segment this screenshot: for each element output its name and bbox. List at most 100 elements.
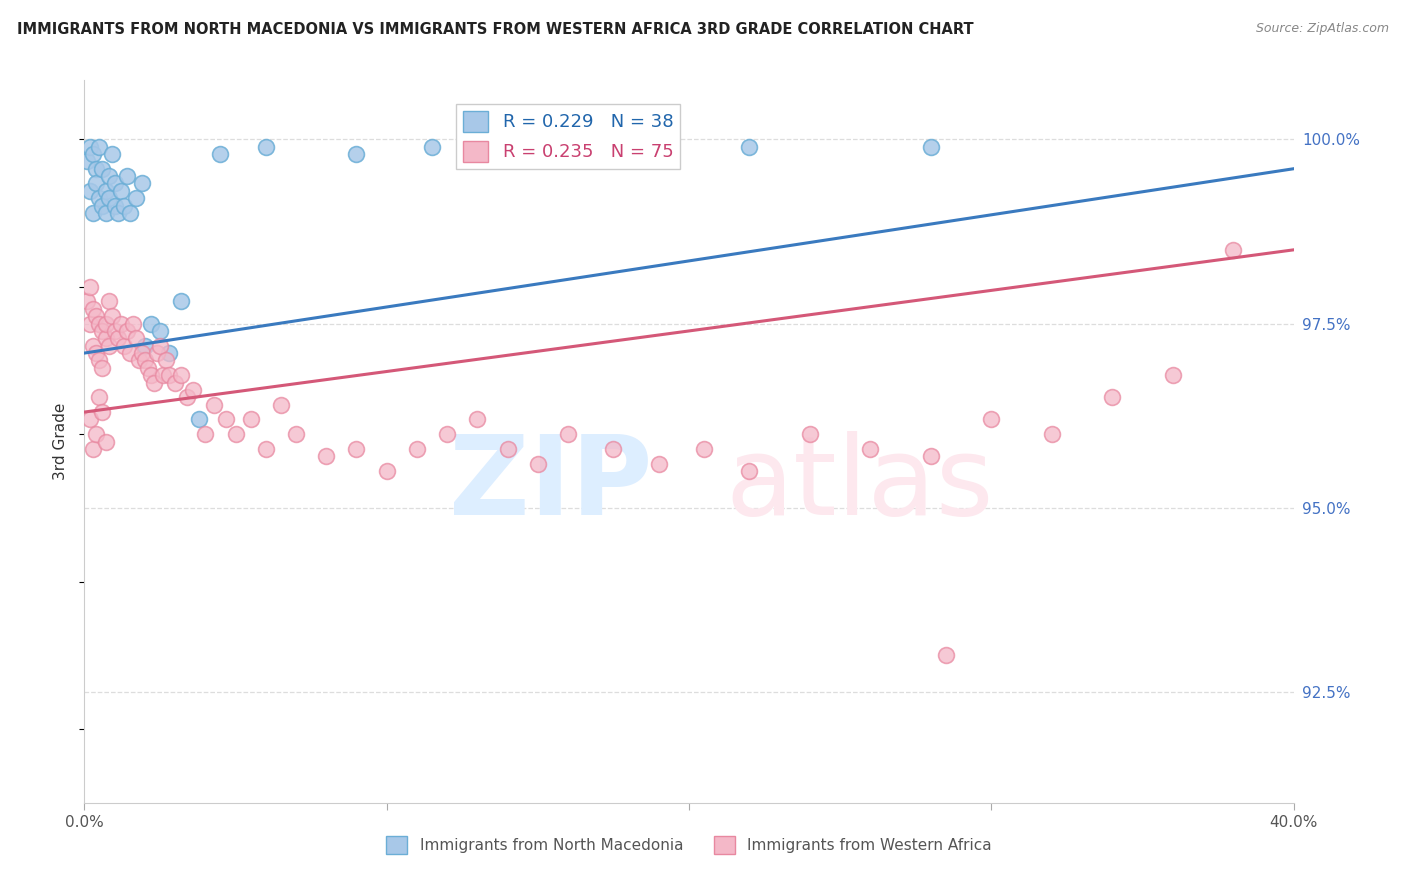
Point — [91, 360, 114, 375]
Point — [128, 353, 150, 368]
Point — [270, 398, 292, 412]
Point — [799, 427, 821, 442]
Point — [107, 206, 129, 220]
Point — [152, 368, 174, 383]
Point — [112, 339, 135, 353]
Point — [94, 317, 117, 331]
Point — [79, 139, 101, 153]
Point — [82, 147, 104, 161]
Point — [648, 457, 671, 471]
Point — [125, 191, 148, 205]
Point — [118, 346, 141, 360]
Point — [125, 331, 148, 345]
Point — [97, 169, 120, 183]
Point — [118, 206, 141, 220]
Point — [121, 317, 143, 331]
Point — [86, 177, 108, 191]
Point — [181, 383, 204, 397]
Point — [467, 412, 489, 426]
Point — [420, 139, 443, 153]
Point — [738, 139, 761, 153]
Point — [89, 317, 111, 331]
Point — [100, 147, 122, 161]
Point — [94, 206, 117, 220]
Legend: Immigrants from North Macedonia, Immigrants from Western Africa: Immigrants from North Macedonia, Immigra… — [380, 830, 998, 860]
Text: Source: ZipAtlas.com: Source: ZipAtlas.com — [1256, 22, 1389, 36]
Point — [91, 324, 114, 338]
Point — [76, 154, 98, 169]
Point — [131, 346, 153, 360]
Point — [239, 412, 262, 426]
Point — [97, 191, 120, 205]
Point — [86, 427, 108, 442]
Point — [527, 457, 550, 471]
Point — [79, 412, 101, 426]
Point — [315, 450, 337, 464]
Point — [346, 442, 368, 456]
Point — [406, 442, 429, 456]
Point — [97, 294, 120, 309]
Point — [693, 442, 716, 456]
Point — [104, 177, 127, 191]
Point — [82, 301, 104, 316]
Point — [94, 434, 117, 449]
Point — [1040, 427, 1063, 442]
Point — [157, 368, 180, 383]
Point — [149, 324, 172, 338]
Point — [188, 412, 211, 426]
Point — [170, 368, 193, 383]
Point — [142, 376, 165, 390]
Point — [602, 442, 624, 456]
Point — [738, 464, 761, 478]
Point — [110, 317, 132, 331]
Point — [1222, 243, 1244, 257]
Point — [165, 376, 187, 390]
Point — [104, 199, 127, 213]
Point — [79, 184, 101, 198]
Y-axis label: 3rd Grade: 3rd Grade — [53, 403, 69, 480]
Point — [254, 139, 277, 153]
Point — [285, 427, 308, 442]
Point — [104, 324, 127, 338]
Point — [89, 139, 111, 153]
Point — [89, 390, 111, 404]
Point — [194, 427, 217, 442]
Point — [176, 390, 198, 404]
Point — [86, 309, 108, 323]
Point — [170, 294, 193, 309]
Point — [107, 331, 129, 345]
Text: atlas: atlas — [725, 432, 994, 539]
Point — [100, 309, 122, 323]
Point — [82, 206, 104, 220]
Point — [91, 405, 114, 419]
Point — [557, 139, 579, 153]
Point — [112, 199, 135, 213]
Point — [89, 353, 111, 368]
Point — [202, 398, 225, 412]
Point — [436, 427, 458, 442]
Point — [134, 339, 156, 353]
Point — [920, 139, 942, 153]
Point — [89, 191, 111, 205]
Point — [1161, 368, 1184, 383]
Point — [157, 346, 180, 360]
Point — [115, 324, 138, 338]
Point — [110, 184, 132, 198]
Point — [935, 648, 957, 663]
Point — [94, 184, 117, 198]
Point — [115, 169, 138, 183]
Point — [375, 464, 398, 478]
Point — [79, 279, 101, 293]
Point — [82, 442, 104, 456]
Point — [134, 353, 156, 368]
Point — [91, 199, 114, 213]
Point — [209, 147, 232, 161]
Point — [139, 317, 162, 331]
Point — [86, 161, 108, 176]
Point — [86, 346, 108, 360]
Point — [149, 339, 172, 353]
Point — [94, 331, 117, 345]
Point — [920, 450, 942, 464]
Point — [557, 427, 579, 442]
Point — [215, 412, 238, 426]
